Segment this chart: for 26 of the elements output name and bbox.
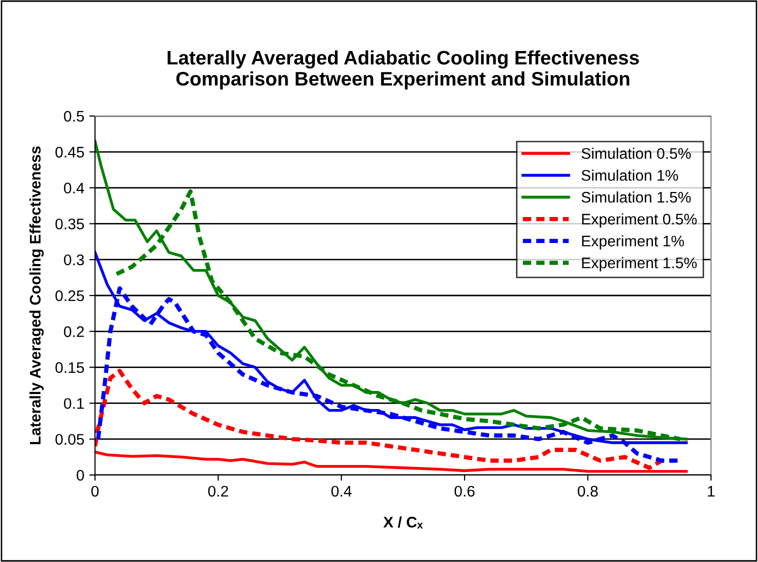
legend-label: Experiment 1% [582,235,684,250]
x-tick-label: 0.4 [331,486,352,497]
y-tick-label: 0.15 [55,362,84,373]
y-tick-label: 0.4 [64,182,84,194]
legend-label: Simulation 0.5% [582,148,691,159]
y-tick-label: 0.2 [64,326,84,338]
x-tick-label: 0.2 [208,486,228,497]
y-tick-label: 0.1 [64,398,84,409]
x-axis-title: X / Cₓ [383,516,423,528]
y-tick-label: 0.5 [64,110,84,122]
legend-label: Simulation 1.5% [582,191,691,203]
y-tick-label: 0.25 [55,290,84,302]
x-tick-label: 0.8 [578,486,598,497]
x-tick-label: 1 [708,486,715,496]
y-tick-label: 0.45 [55,146,84,158]
y-tick-label: 0.35 [55,218,84,230]
legend-label: Simulation 1% [582,170,678,181]
x-tick-label: 0 [91,486,99,497]
y-tick-label: 0.05 [55,434,84,445]
y-tick-label: 0.3 [64,254,84,266]
legend-label: Experiment 0.5% [582,213,697,228]
y-axis-title: Laterally Averaged Cooling Effectiveness [29,146,44,444]
chart-title: Laterally Averaged Adiabatic Cooling Effectiveness Comparison Between Experiment and Simulation [168,50,639,90]
x-tick-label: 0.6 [454,486,475,497]
legend-label: Experiment 1.5% [582,257,697,272]
y-tick-label: 0 [76,470,84,481]
